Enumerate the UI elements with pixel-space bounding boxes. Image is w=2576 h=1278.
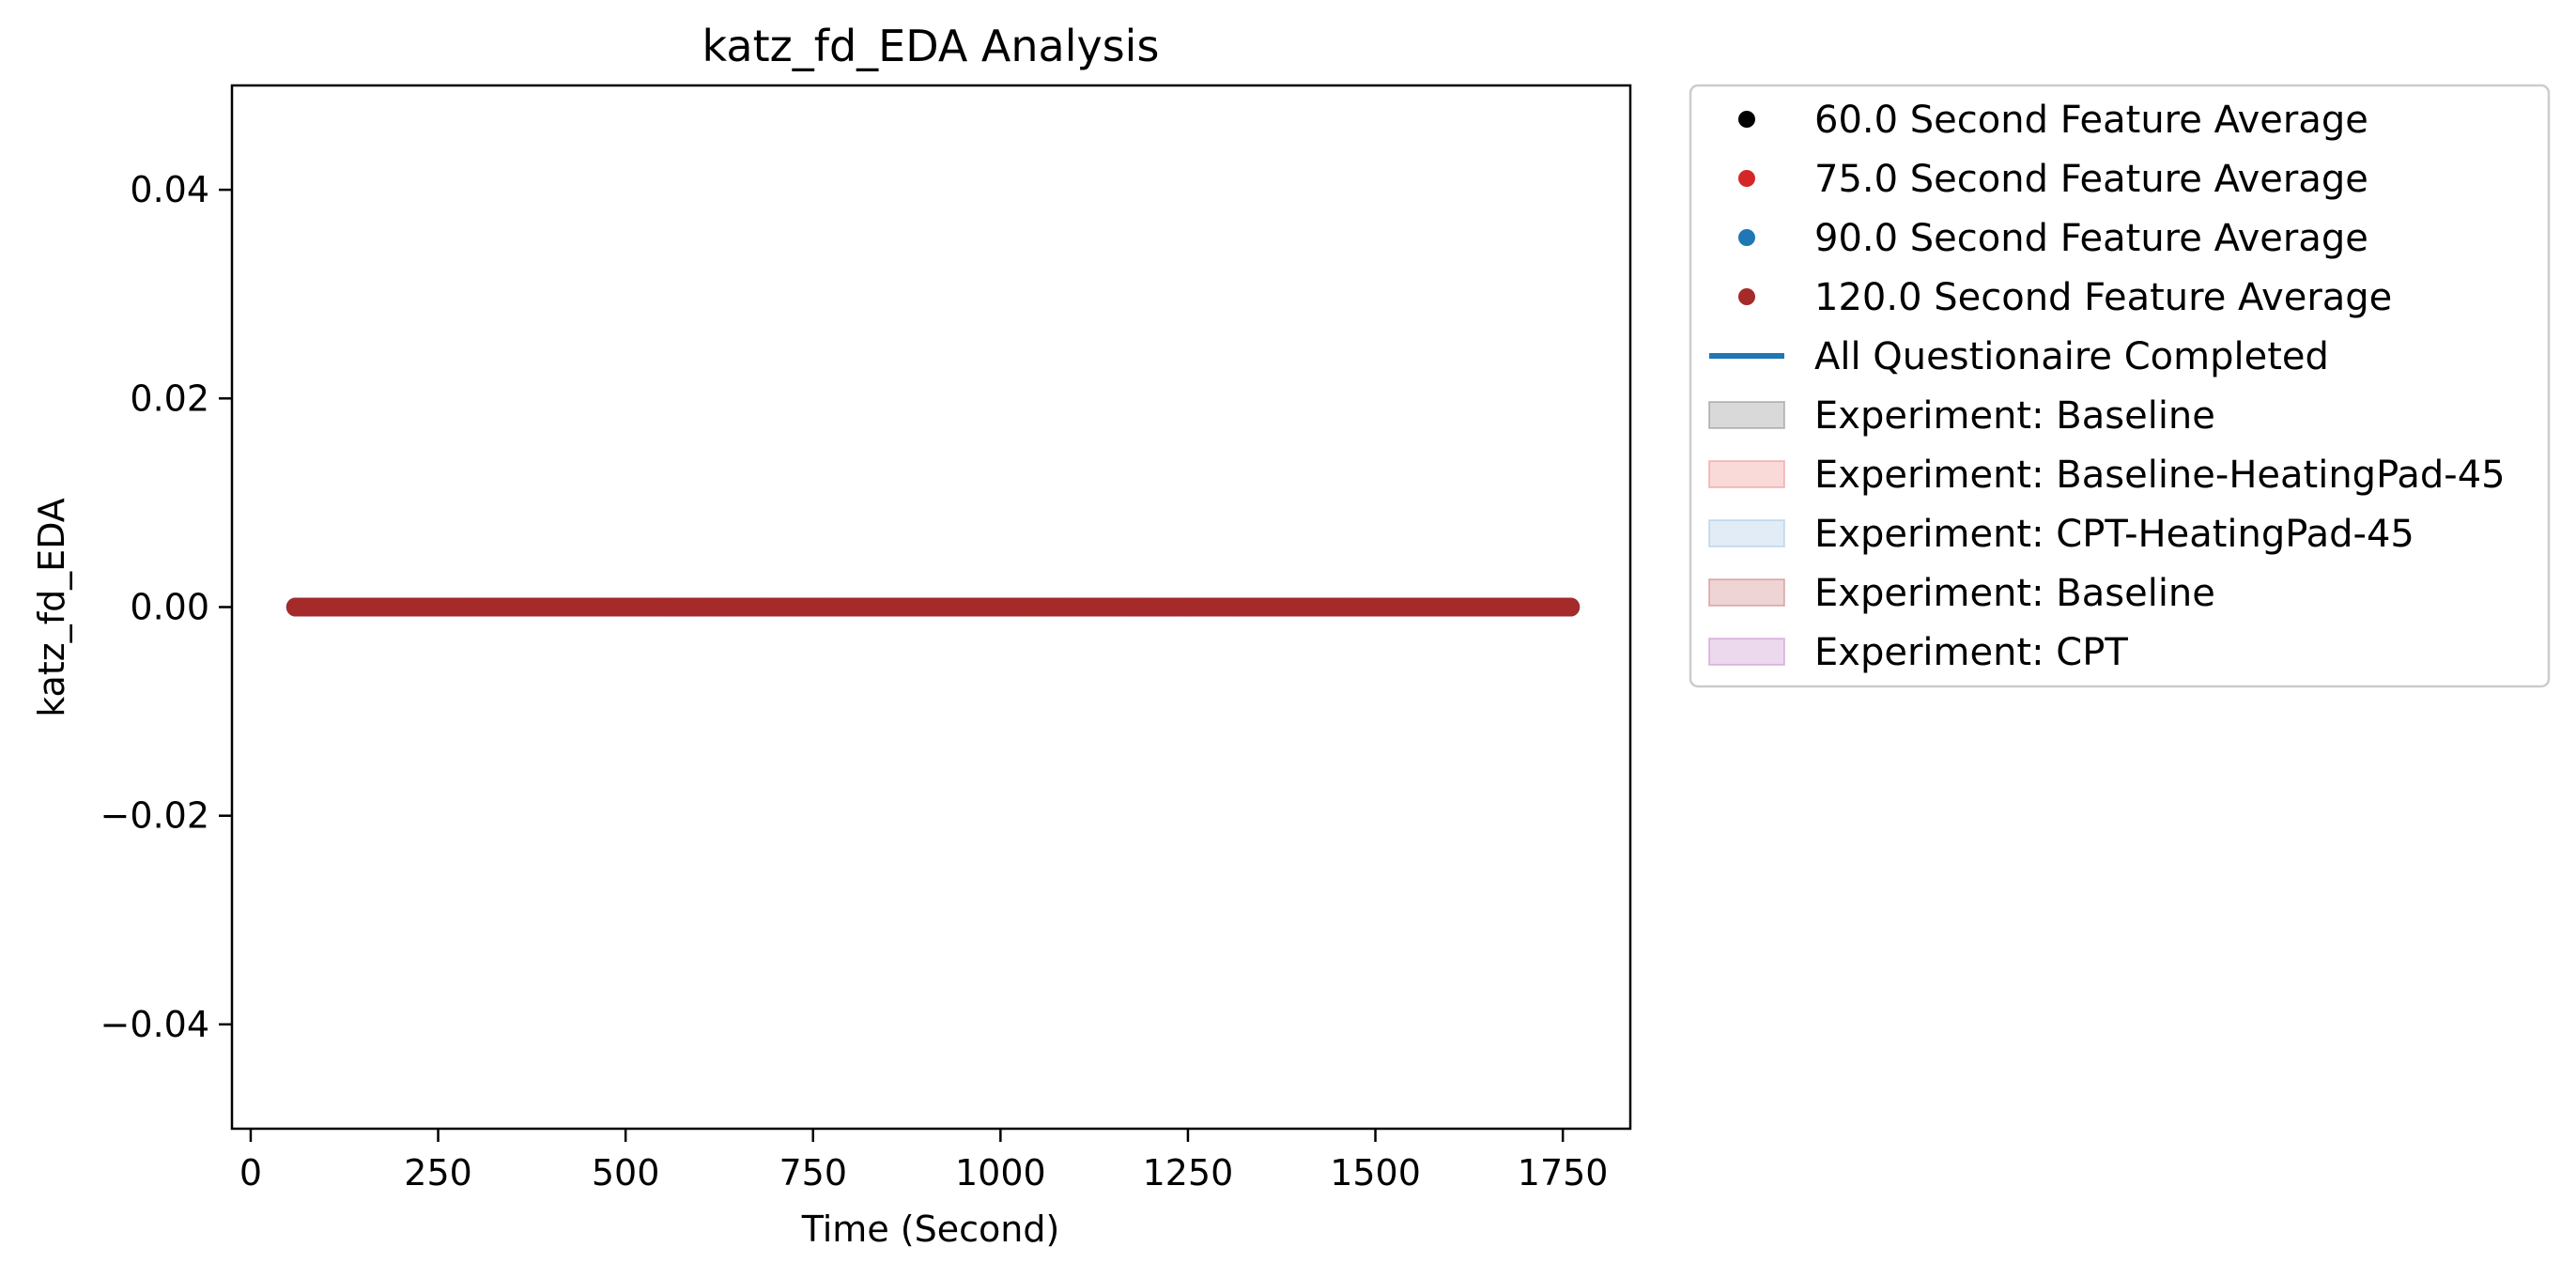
y-tick-label: 0.00 — [130, 587, 209, 628]
legend-entry: 120.0 Second Feature Average — [1738, 276, 2392, 319]
y-tick-label: −0.02 — [100, 795, 209, 837]
legend-entry: 75.0 Second Feature Average — [1738, 158, 2368, 201]
legend-patch — [1708, 638, 1785, 666]
legend-label: Experiment: Baseline — [1814, 572, 2215, 615]
legend-marker — [1738, 229, 1755, 246]
legend-entry: Experiment: CPT — [1708, 631, 2128, 674]
legend-label: Experiment: CPT — [1814, 631, 2128, 674]
legend-entry: 90.0 Second Feature Average — [1738, 217, 2368, 260]
legend-patch — [1708, 519, 1785, 547]
legend-label: 90.0 Second Feature Average — [1814, 217, 2368, 260]
x-tick-label: 1250 — [1143, 1152, 1234, 1193]
x-tick-label: 1500 — [1330, 1152, 1421, 1193]
x-axis: 0 250 500 750 1000 1250 1500 1750 — [239, 1129, 1609, 1193]
legend-label: All Questionaire Completed — [1814, 335, 2329, 378]
y-tick-label: −0.04 — [100, 1004, 209, 1045]
x-tick-label: 0 — [239, 1152, 262, 1193]
legend-entry: Experiment: Baseline — [1708, 394, 2215, 438]
legend-marker — [1738, 288, 1755, 305]
series-3 — [285, 597, 1581, 617]
legend-entry: Experiment: Baseline-HeatingPad-45 — [1708, 454, 2506, 497]
y-tick-label: 0.04 — [130, 169, 209, 210]
x-tick-label: 750 — [779, 1152, 847, 1193]
legend-patch — [1708, 578, 1785, 607]
legend-frame — [1689, 84, 2551, 688]
x-tick-label: 500 — [592, 1152, 660, 1193]
legend-patch — [1708, 401, 1785, 429]
legend-patch — [1708, 460, 1785, 488]
x-tick-label: 1000 — [955, 1152, 1046, 1193]
legend-label: 120.0 Second Feature Average — [1814, 276, 2392, 319]
data-point — [1561, 597, 1581, 617]
legend-marker — [1738, 111, 1755, 128]
legend-entry: Experiment: Baseline — [1708, 572, 2215, 615]
legend-entry: Experiment: CPT-HeatingPad-45 — [1708, 513, 2414, 556]
y-axis: 0.04 0.02 0.00 −0.02 −0.04 — [100, 169, 232, 1045]
legend-label: Experiment: CPT-HeatingPad-45 — [1814, 513, 2414, 556]
x-axis-label: Time (Second) — [801, 1209, 1060, 1250]
legend: 60.0 Second Feature Average 75.0 Second F… — [1689, 84, 2551, 688]
legend-label: Experiment: Baseline — [1814, 394, 2215, 438]
legend-label: 75.0 Second Feature Average — [1814, 158, 2368, 201]
legend-marker — [1738, 170, 1755, 187]
x-tick-label: 250 — [404, 1152, 472, 1193]
legend-label: 60.0 Second Feature Average — [1814, 99, 2368, 142]
legend-label: Experiment: Baseline-HeatingPad-45 — [1814, 454, 2506, 497]
legend-entry: 60.0 Second Feature Average — [1738, 99, 2368, 142]
chart-title: katz_fd_EDA Analysis — [702, 21, 1160, 71]
x-tick-label: 1750 — [1518, 1152, 1609, 1193]
y-axis-label: katz_fd_EDA — [31, 498, 72, 717]
legend-entry: All Questionaire Completed — [1709, 335, 2329, 378]
data-marks — [285, 597, 1581, 617]
y-tick-label: 0.02 — [130, 377, 209, 419]
